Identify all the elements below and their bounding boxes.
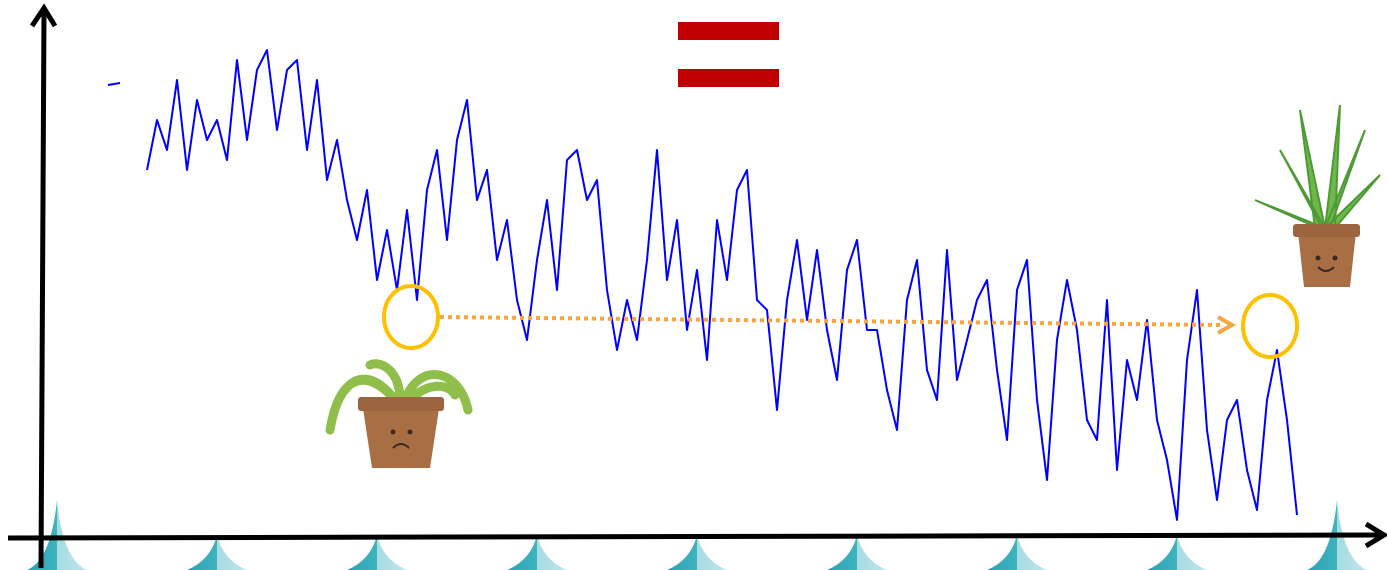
arrow — [439, 315, 1223, 327]
equals-bar — [678, 22, 779, 40]
spike — [667, 535, 727, 570]
spike — [507, 535, 567, 570]
spikes — [27, 500, 1367, 570]
spike — [187, 535, 247, 570]
spike — [827, 535, 887, 570]
wilted-plant — [325, 359, 473, 468]
circle-marker — [382, 284, 440, 350]
spike — [27, 500, 87, 570]
x-axis — [7, 532, 1383, 541]
plot — [107, 49, 1298, 521]
equals-bar — [678, 69, 779, 87]
y-axis — [38, 11, 47, 569]
y-axis-arrow — [29, 3, 58, 28]
data-line — [107, 49, 1298, 521]
spike — [987, 535, 1047, 570]
spike — [347, 535, 407, 570]
arrow-head — [1217, 315, 1237, 335]
circle-marker — [1241, 293, 1299, 359]
healthy-plant — [1254, 104, 1381, 287]
x-axis-arrow — [1364, 521, 1387, 549]
spike — [1147, 535, 1207, 570]
